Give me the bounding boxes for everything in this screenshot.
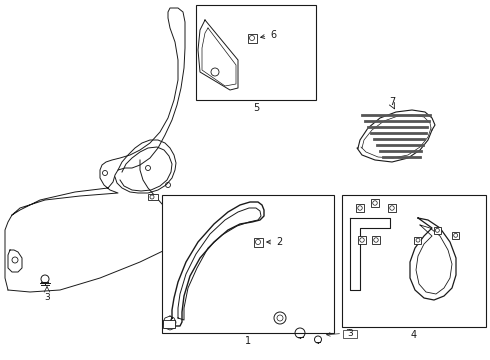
Bar bbox=[196, 5, 316, 100]
Text: 5: 5 bbox=[253, 103, 259, 113]
Text: 2: 2 bbox=[267, 237, 282, 247]
Text: 7: 7 bbox=[389, 97, 395, 107]
Bar bbox=[163, 320, 175, 328]
Bar bbox=[452, 232, 459, 239]
Bar bbox=[253, 238, 263, 247]
Bar bbox=[388, 204, 396, 212]
Bar bbox=[371, 199, 379, 207]
Bar bbox=[343, 330, 357, 338]
Bar bbox=[342, 195, 486, 327]
Text: 3: 3 bbox=[326, 328, 351, 338]
Bar bbox=[162, 195, 334, 333]
Bar bbox=[247, 33, 256, 42]
Text: 3: 3 bbox=[347, 328, 353, 338]
Bar bbox=[358, 236, 366, 244]
Text: 3: 3 bbox=[44, 293, 50, 302]
Text: 4: 4 bbox=[411, 330, 417, 340]
Bar bbox=[372, 236, 380, 244]
Bar bbox=[148, 194, 158, 200]
Bar bbox=[434, 227, 441, 234]
Bar bbox=[415, 237, 421, 244]
Bar bbox=[356, 204, 364, 212]
Text: 6: 6 bbox=[261, 30, 276, 40]
Text: 1: 1 bbox=[245, 336, 251, 346]
